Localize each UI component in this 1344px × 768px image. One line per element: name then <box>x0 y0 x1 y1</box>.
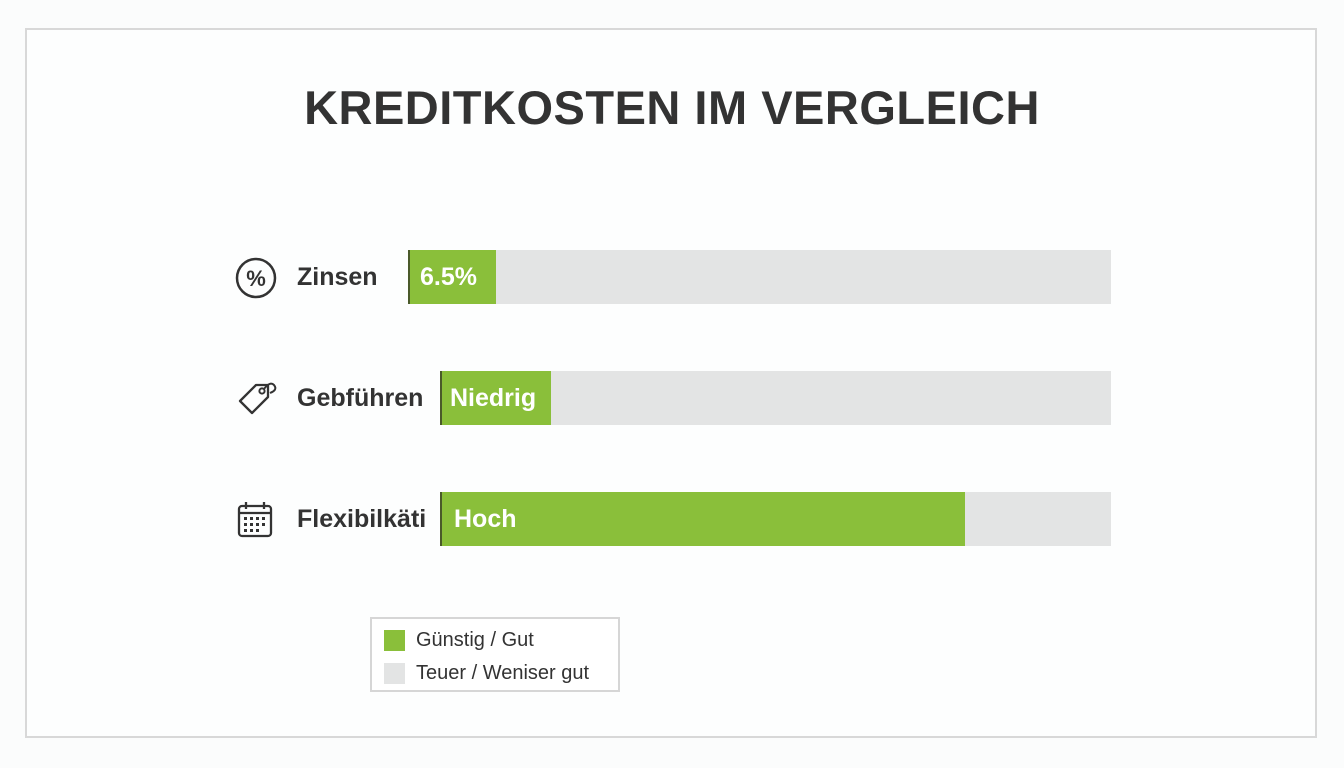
bar-row-zinsen: % Zinsen 6.5% <box>0 250 1344 304</box>
bar-value-label: Niedrig <box>450 384 537 412</box>
bar-track: 6.5% <box>408 250 1111 304</box>
row-label: Zinsen <box>297 263 378 291</box>
legend-swatch <box>384 630 405 651</box>
chart-title: KREDITKOSTEN IM VERGLEICH <box>304 81 1040 134</box>
legend-label: Teuer / Weniser gut <box>416 662 590 684</box>
bar-fill: 6.5% <box>408 250 496 304</box>
bar-track: Hoch <box>440 492 1111 546</box>
row-label: Flexibilkäti <box>297 505 427 533</box>
row-label: Gebführen <box>297 384 424 412</box>
bar-value-label: 6.5% <box>420 263 477 291</box>
svg-text:%: % <box>246 266 266 291</box>
legend-label: Günstig / Gut <box>416 629 534 651</box>
price-tag-icon <box>238 382 277 415</box>
legend: Günstig / Gut Teuer / Weniser gut <box>370 617 620 692</box>
bar-fill: Niedrig <box>440 371 551 425</box>
bar-fill: Hoch <box>440 492 965 546</box>
percent-icon: % <box>235 257 277 299</box>
calendar-icon <box>237 502 273 538</box>
bar-track: Niedrig <box>440 371 1111 425</box>
bar-row-gebuehren: Gebführen Niedrig <box>0 371 1344 425</box>
bar-value-label: Hoch <box>454 505 517 533</box>
legend-swatch <box>384 663 405 684</box>
bar-row-flexibilitaet: Flexibilkäti Hoch <box>0 492 1344 546</box>
